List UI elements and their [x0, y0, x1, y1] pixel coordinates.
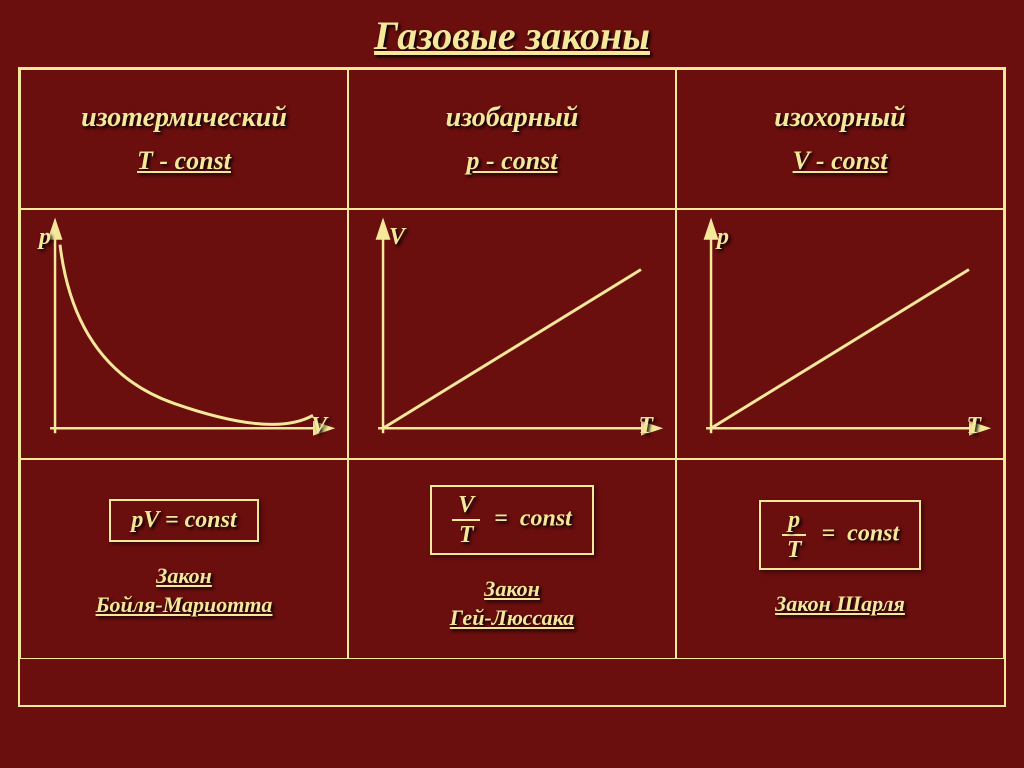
formula-box: pV = const [109, 499, 258, 542]
chart-isochoric: p T [676, 209, 1004, 459]
chart-svg [21, 210, 347, 458]
formula-box: V T = const [430, 485, 594, 555]
header-isochoric: изохорный V - const [676, 69, 1004, 209]
const-label: T - const [137, 146, 231, 176]
law-name: ЗаконБойля-Мариотта [96, 562, 273, 619]
y-axis-label: p [717, 224, 729, 251]
formula-isobaric: V T = const ЗаконГей-Люссака [348, 459, 676, 659]
formula-box: p T = const [759, 500, 921, 570]
gas-laws-table: изотермический T - const изобарный p - c… [18, 67, 1006, 707]
y-axis-label: V [389, 224, 405, 251]
formula-text: V T = const [452, 493, 572, 547]
x-axis-label: V [311, 413, 327, 440]
law-name: Закон Шарля [775, 590, 905, 619]
y-axis-label: p [39, 224, 51, 251]
chart-isothermal: p V [20, 209, 348, 459]
x-axis-label: T [638, 413, 653, 440]
slide: Газовые законы изотермический T - const … [0, 0, 1024, 768]
const-label: V - const [793, 146, 888, 176]
formula-isochoric: p T = const Закон Шарля [676, 459, 1004, 659]
formula-text: pV = const [131, 507, 236, 534]
formula-text: p T = const [781, 508, 899, 562]
page-title: Газовые законы [18, 12, 1006, 59]
process-name: изотермический [81, 102, 287, 134]
process-name: изохорный [774, 102, 905, 134]
header-isothermal: изотермический T - const [20, 69, 348, 209]
const-label: p - const [467, 146, 558, 176]
chart-isobaric: V T [348, 209, 676, 459]
formula-isothermal: pV = const ЗаконБойля-Мариотта [20, 459, 348, 659]
law-name: ЗаконГей-Люссака [450, 575, 574, 632]
x-axis-label: T [966, 413, 981, 440]
process-name: изобарный [446, 102, 579, 134]
header-isobaric: изобарный p - const [348, 69, 676, 209]
